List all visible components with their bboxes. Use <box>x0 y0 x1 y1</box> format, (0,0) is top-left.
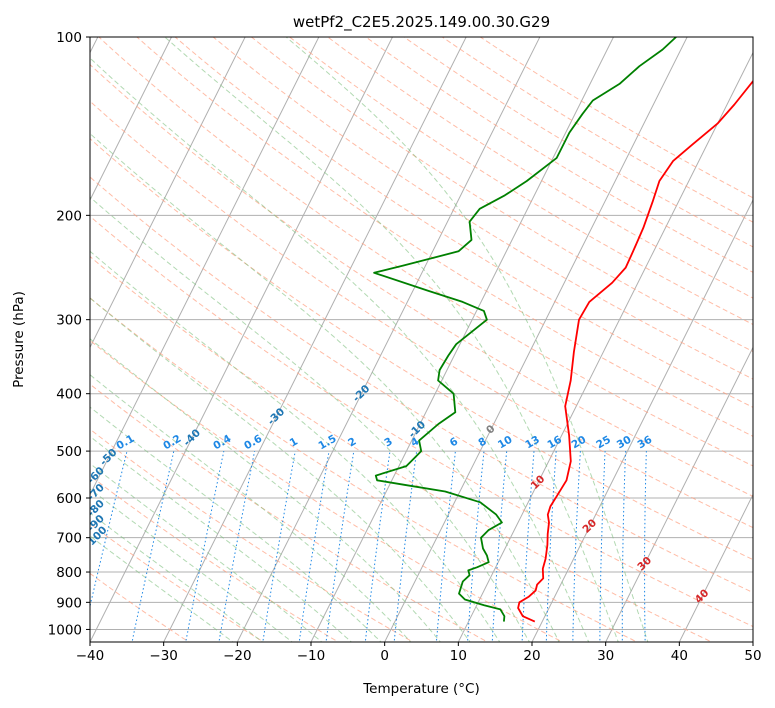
y-tick-label: 800 <box>56 565 82 581</box>
isotherm-line <box>90 37 173 202</box>
mixing-ratio-line <box>90 450 128 609</box>
mixing-ratio-line <box>599 451 606 642</box>
y-axis-label: Pressure (hPa) <box>11 291 27 388</box>
x-tick-label: 20 <box>523 648 540 664</box>
dry-adiabat <box>90 176 753 594</box>
y-tick-label: 300 <box>56 313 82 329</box>
y-tick-label: 600 <box>56 491 82 507</box>
x-tick-label: 40 <box>671 648 688 664</box>
dry-adiabats <box>90 37 753 642</box>
chart-title: wetPf2_C2E5.2025.149.00.30.G29 <box>293 13 550 32</box>
x-axis-label: Temperature (°C) <box>362 681 480 697</box>
x-tick-label: −10 <box>297 648 326 664</box>
skewed-isotherms <box>90 37 753 642</box>
moist-adiabat <box>90 57 590 642</box>
dry-adiabat <box>326 37 753 299</box>
mixing-ratio-line <box>131 450 175 642</box>
x-tick-label: 0 <box>380 648 389 664</box>
isotherm-line <box>90 37 394 642</box>
mixing-ratio-line <box>545 451 557 642</box>
mixing-ratio-line <box>644 451 647 642</box>
dry-adiabat <box>90 215 753 628</box>
isotherm-line <box>678 493 753 642</box>
moist-adiabat <box>285 37 649 642</box>
dry-adiabat <box>90 339 564 642</box>
moist-adiabat <box>90 374 412 642</box>
moist-adiabat <box>90 488 293 642</box>
mixing-ratio-line <box>572 451 581 642</box>
plot-area: 0.1 0.2 0.4 0.6 1 1.5 2 3 4 6 8 10 13 16 20 25 30 36-100-… <box>90 37 753 642</box>
moist-adiabat <box>90 406 382 642</box>
x-tick-label: 30 <box>597 648 614 664</box>
y-tick-label: 100 <box>56 30 82 46</box>
isotherm-line <box>605 346 753 642</box>
y-tick-label: 1000 <box>48 622 82 638</box>
moist-adiabat <box>90 462 323 642</box>
dry-adiabat <box>174 37 753 408</box>
x-tick-label: −30 <box>149 648 178 664</box>
y-axis-ticks: 100 200 300 400 500 600 700 800 900 1000 <box>48 30 90 638</box>
dry-adiabat <box>90 63 753 497</box>
temperature-profile <box>517 79 753 623</box>
dry-adiabat <box>136 37 753 437</box>
sounding-series <box>373 37 753 623</box>
isotherm-line <box>90 37 320 496</box>
moist-adiabat <box>90 435 353 642</box>
dry-adiabat <box>90 297 639 642</box>
x-tick-label: −20 <box>223 648 252 664</box>
dry-adiabat <box>90 572 190 642</box>
isotherm-line <box>531 198 753 642</box>
mixing-ratio-lines <box>90 450 647 642</box>
mixing-ratio-line <box>185 451 225 642</box>
isotherm-line <box>236 37 541 642</box>
plot-frame <box>89 36 754 643</box>
y-tick-label: 500 <box>56 444 82 460</box>
x-tick-label: 10 <box>450 648 467 664</box>
dry-adiabat <box>90 137 753 561</box>
mixing-ratio-line <box>621 451 627 642</box>
dry-adiabat <box>90 100 753 529</box>
dry-adiabat <box>90 428 414 642</box>
y-tick-label: 200 <box>56 208 82 224</box>
dry-adiabat <box>98 37 753 467</box>
moist-adiabat <box>90 196 530 642</box>
moist-adiabat <box>90 132 560 642</box>
y-tick-label: 700 <box>56 531 82 547</box>
y-tick-label: 900 <box>56 595 82 611</box>
moist-adiabat <box>90 338 442 642</box>
moist-adiabats <box>90 37 649 642</box>
isotherm-line <box>384 37 688 642</box>
mixing-ratio-line <box>218 451 256 642</box>
isotherm-line <box>310 37 615 642</box>
moist-adiabat <box>90 297 471 642</box>
x-tick-label: 50 <box>744 648 761 664</box>
y-tick-label: 400 <box>56 387 82 403</box>
dewpoint-profile <box>373 37 677 622</box>
x-axis-ticks: −40 −30 −20 −10 0 10 20 30 40 50 <box>76 642 762 664</box>
dry-adiabat <box>90 255 713 642</box>
x-tick-label: −40 <box>76 648 105 664</box>
moist-adiabat <box>164 37 619 642</box>
isotherm-line <box>163 37 467 642</box>
isotherm-line <box>90 37 246 349</box>
grid-lines <box>90 37 753 630</box>
